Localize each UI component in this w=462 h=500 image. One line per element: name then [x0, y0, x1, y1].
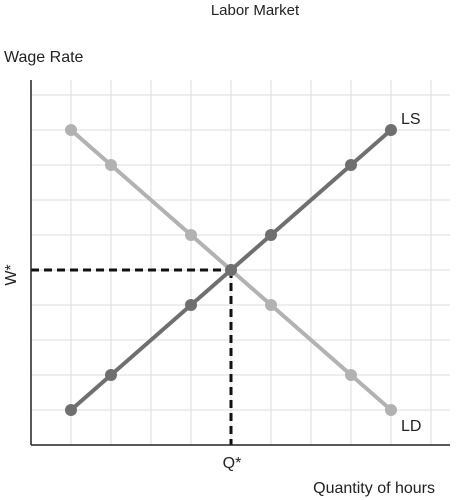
equilibrium-quantity-label: Q* [223, 455, 242, 472]
ls-point [105, 369, 117, 381]
equilibrium-wage-label: W* [3, 264, 20, 285]
ld-point [385, 404, 397, 416]
ld-point [185, 229, 197, 241]
axes [30, 80, 450, 446]
ld-curve-label: LD [401, 418, 421, 435]
x-axis-label: Quantity of hours [313, 480, 435, 497]
y-axis-label: Wage Rate [4, 49, 84, 66]
ls-point [65, 404, 77, 416]
ls-point [345, 159, 357, 171]
ld-point [265, 299, 277, 311]
ls-series [65, 124, 397, 416]
ls-curve-label: LS [401, 111, 421, 128]
ls-point [265, 229, 277, 241]
series-layer [65, 124, 397, 416]
ld-point [65, 124, 77, 136]
ls-point [225, 264, 237, 276]
ls-point [185, 299, 197, 311]
chart-title: Labor Market [211, 2, 300, 19]
grid [31, 80, 450, 445]
equilibrium-guides [31, 268, 233, 445]
ls-point [385, 124, 397, 136]
ld-point [105, 159, 117, 171]
ld-point [345, 369, 357, 381]
